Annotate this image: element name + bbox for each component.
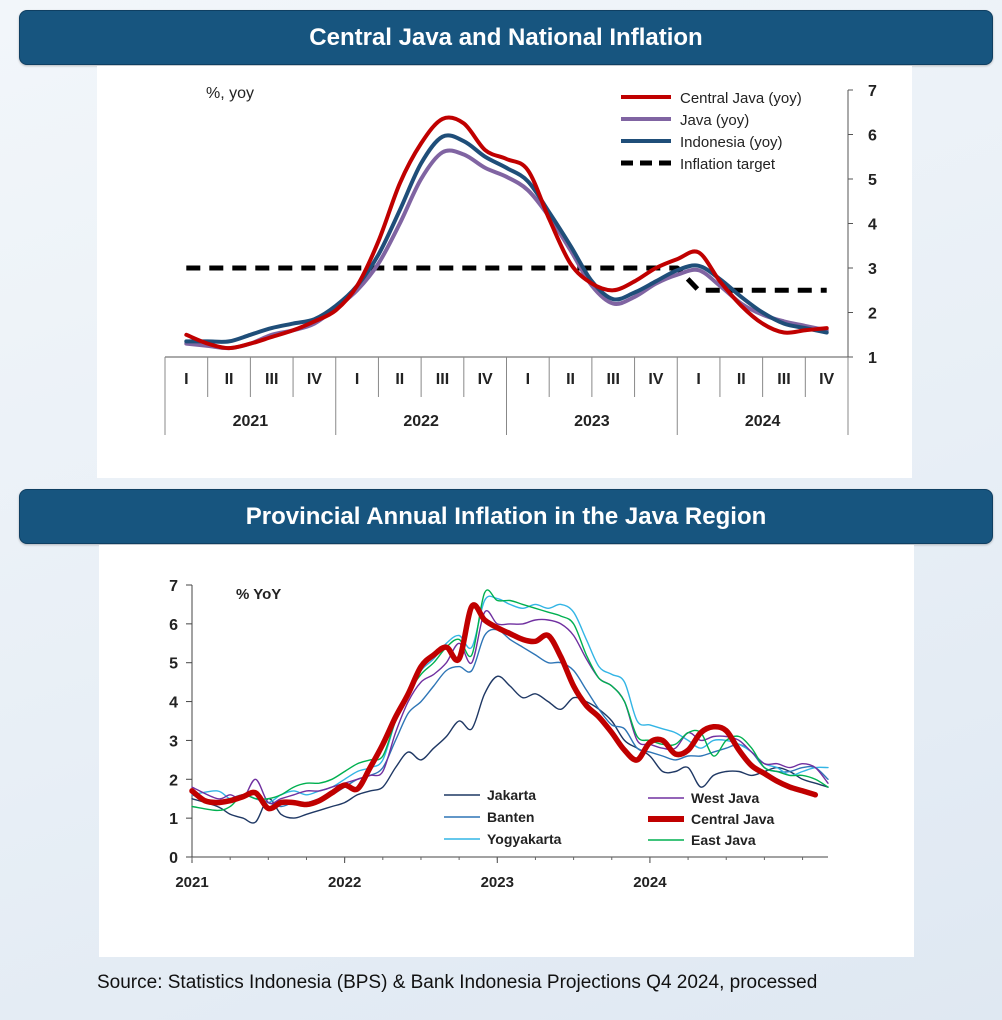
x-year-label: 2022	[403, 413, 439, 430]
top-chart-title-banner: Central Java and National Inflation	[19, 10, 993, 65]
x-quarter-label: I	[696, 371, 700, 388]
bottom-chart-title-banner: Provincial Annual Inflation in the Java …	[19, 489, 993, 544]
x-year-label: 2021	[233, 413, 269, 430]
x-quarter-label: I	[526, 371, 530, 388]
y-tick-label: 6	[169, 617, 178, 634]
y-tick-label: 6	[868, 128, 877, 145]
series-line-central-java-yoy	[184, 115, 829, 351]
y-tick-label: 1	[868, 350, 877, 367]
legend-label-west-java: West Java	[691, 790, 759, 806]
top-chart-title: Central Java and National Inflation	[309, 23, 703, 51]
x-quarter-label: II	[737, 371, 746, 388]
series-line-jakarta	[191, 675, 829, 824]
series-line-inflation-target	[186, 265, 827, 293]
x-quarter-label: I	[355, 371, 359, 388]
x-quarter-label: IV	[819, 371, 834, 388]
y-tick-label: 1	[169, 811, 178, 828]
series-line-west-java	[191, 610, 829, 805]
unit-label: % YoY	[236, 586, 281, 603]
x-year-label: 2024	[745, 413, 781, 430]
y-tick-label: 7	[169, 578, 178, 595]
series-line-central-java	[189, 602, 819, 812]
x-tick-label: 2024	[633, 874, 667, 891]
unit-label: %, yoy	[206, 85, 254, 102]
series-line-east-java	[191, 589, 829, 812]
legend-label-jakarta: Jakarta	[487, 787, 536, 803]
y-tick-label: 2	[169, 772, 178, 789]
x-tick-label: 2021	[175, 874, 208, 891]
y-tick-label: 5	[868, 172, 877, 189]
y-tick-label: 4	[169, 695, 178, 712]
legend-label-central-java-yoy: Central Java (yoy)	[680, 90, 802, 107]
x-quarter-label: IV	[648, 371, 663, 388]
bottom-chart: 0 1 2 3 4 5 6 7 2021 2022 2023 2024 % YoY Jakarta Bant…	[169, 578, 829, 891]
x-quarter-label: II	[225, 371, 234, 388]
y-tick-label: 5	[169, 656, 178, 673]
source-note: Source: Statistics Indonesia (BPS) & Ban…	[97, 972, 818, 993]
legend-label-central-java: Central Java	[691, 811, 774, 827]
bottom-chart-title: Provincial Annual Inflation in the Java …	[245, 502, 767, 530]
y-tick-label: 3	[868, 261, 877, 278]
legend-label-yogyakarta: Yogyakarta	[487, 831, 562, 847]
y-tick-label: 2	[868, 306, 877, 323]
x-quarter-label: II	[566, 371, 575, 388]
legend-label-east-java: East Java	[691, 832, 756, 848]
bottom-chart-panel: 0 1 2 3 4 5 6 7 2021 2022 2023 2024 % YoY Jakarta Bant…	[99, 545, 914, 957]
x-quarter-label: II	[395, 371, 404, 388]
x-year-label: 2023	[574, 413, 610, 430]
y-tick-label: 3	[169, 733, 178, 750]
series-line-java-yoy	[184, 148, 829, 351]
legend-label-banten: Banten	[487, 809, 534, 825]
y-tick-label: 4	[868, 217, 877, 234]
x-tick-label: 2023	[481, 874, 514, 891]
y-tick-label: 0	[169, 850, 178, 867]
y-tick-label: 7	[868, 83, 877, 100]
x-quarter-label: III	[607, 371, 620, 388]
x-tick-label: 2022	[328, 874, 361, 891]
x-quarter-label: III	[436, 371, 449, 388]
x-quarter-label: III	[265, 371, 278, 388]
series-line-yogyakarta	[191, 595, 829, 804]
x-quarter-label: III	[777, 371, 790, 388]
legend-label-inflation-target: Inflation target	[680, 156, 776, 173]
legend-label-indonesia-yoy: Indonesia (yoy)	[680, 134, 783, 151]
legend-label-java-yoy: Java (yoy)	[680, 112, 749, 129]
top-chart-panel: 1 2 3 4 5 6 7 I II III IV I II III IV I II III IV I II III IV 2…	[97, 66, 912, 478]
x-quarter-label: IV	[478, 371, 493, 388]
x-quarter-label: I	[184, 371, 188, 388]
x-quarter-label: IV	[307, 371, 322, 388]
series-line-banten	[191, 628, 829, 808]
